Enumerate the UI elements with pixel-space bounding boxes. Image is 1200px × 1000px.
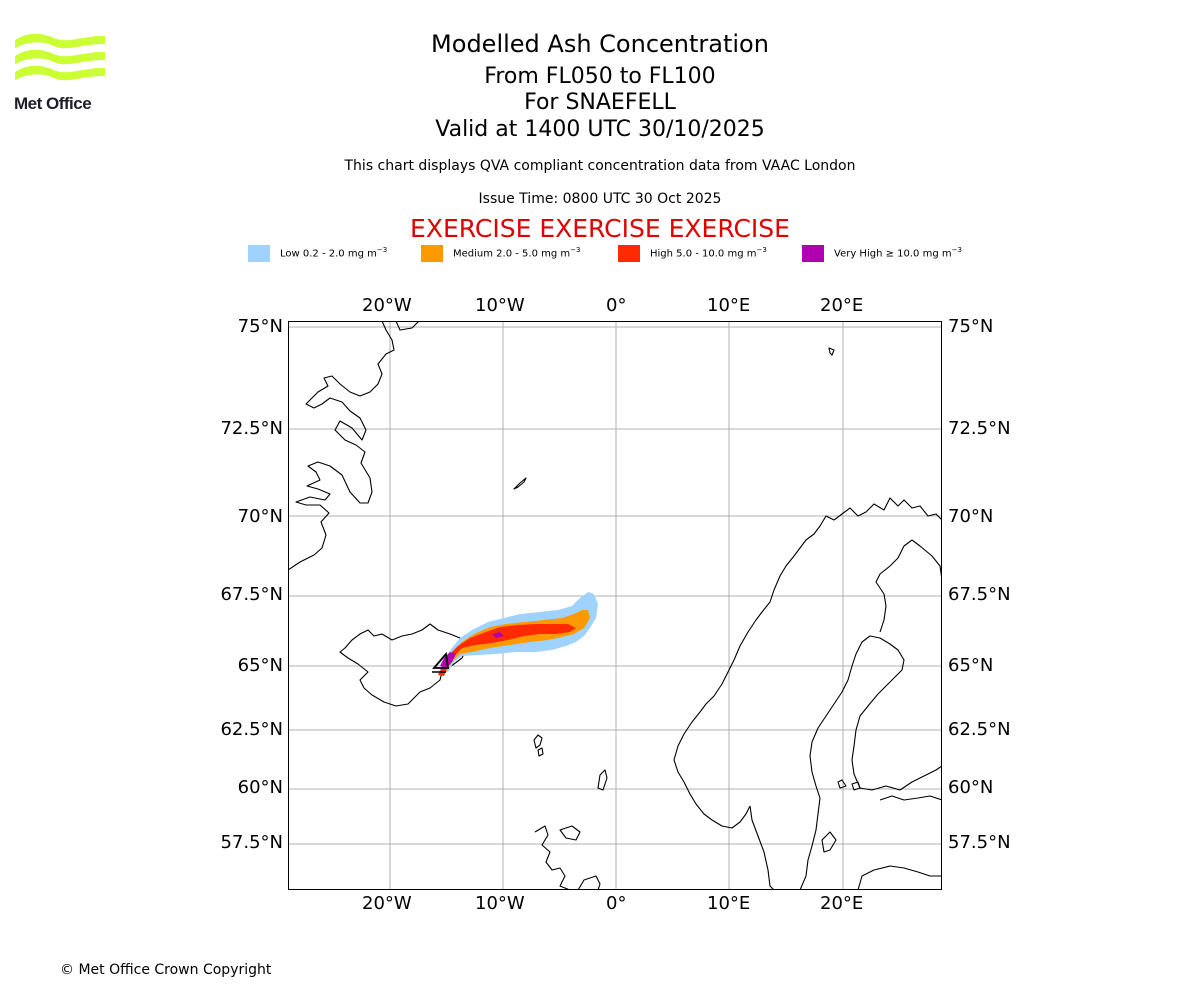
- ash-very-high-region: [440, 632, 504, 668]
- lat-label-left: 60°N: [237, 777, 283, 798]
- legend-swatch-very-high: [802, 245, 824, 262]
- lat-label-left: 75°N: [237, 316, 283, 337]
- lon-label-bottom: 10°W: [475, 893, 525, 914]
- issue-time: Issue Time: 0800 UTC 30 Oct 2025: [478, 191, 722, 207]
- sweden-finland-coast: [749, 635, 942, 890]
- legend-label-low: Low 0.2 - 2.0 mg m−3: [280, 246, 388, 260]
- lat-label-right: 60°N: [948, 777, 994, 798]
- chart-title: Modelled Ash Concentration: [431, 30, 769, 58]
- legend-label-high: High 5.0 - 10.0 mg m−3: [650, 246, 767, 260]
- lon-label-top: 20°W: [362, 295, 412, 316]
- lat-label-left: 67.5°N: [220, 584, 283, 605]
- legend-swatch-low: [248, 245, 270, 262]
- lon-label-top: 10°E: [707, 295, 751, 316]
- jan-mayen: [513, 477, 527, 490]
- lon-label-top: 0°: [606, 295, 627, 316]
- lat-label-left: 57.5°N: [220, 832, 283, 853]
- lat-label-right: 70°N: [948, 506, 994, 527]
- scotland-coast: [534, 825, 601, 890]
- greenland-coast: [288, 321, 395, 571]
- lat-label-right: 62.5°N: [948, 719, 1011, 740]
- legend-swatch-high: [618, 245, 640, 262]
- lon-label-bottom: 10°E: [707, 893, 751, 914]
- legend-swatch-medium: [421, 245, 443, 262]
- shetland-islands: [597, 769, 608, 791]
- lat-label-left: 62.5°N: [220, 719, 283, 740]
- chart-subtitle: This chart displays QVA compliant concen…: [344, 158, 856, 174]
- lon-label-top: 20°E: [820, 295, 864, 316]
- lat-label-left: 72.5°N: [220, 418, 283, 439]
- lat-label-right: 65°N: [948, 655, 994, 676]
- lat-label-left: 65°N: [237, 655, 283, 676]
- lon-label-bottom: 20°E: [820, 893, 864, 914]
- valid-time: Valid at 1400 UTC 30/10/2025: [435, 117, 765, 142]
- norway-coast: [673, 497, 942, 829]
- ash-plume: [438, 592, 598, 676]
- coastlines: [288, 321, 942, 890]
- lat-label-right: 72.5°N: [948, 418, 1011, 439]
- bear-island: [828, 347, 835, 356]
- iceland-coast: [339, 623, 467, 707]
- lon-label-bottom: 0°: [606, 893, 627, 914]
- lat-label-right: 75°N: [948, 316, 994, 337]
- lon-label-top: 10°W: [475, 295, 525, 316]
- volcano-marker-icon: [432, 651, 450, 669]
- legend-label-medium: Medium 2.0 - 5.0 mg m−3: [453, 246, 581, 260]
- legend-label-very-high: Very High ≥ 10.0 mg m−3: [834, 246, 962, 260]
- lat-label-right: 67.5°N: [948, 584, 1011, 605]
- copyright-notice: © Met Office Crown Copyright: [60, 962, 272, 978]
- lat-label-left: 70°N: [237, 506, 283, 527]
- lon-label-bottom: 20°W: [362, 893, 412, 914]
- ash-high-region: [438, 624, 576, 676]
- faroe-islands: [533, 734, 544, 757]
- ash-concentration-map: [288, 321, 942, 890]
- volcano-name: For SNAEFELL: [524, 90, 676, 115]
- met-office-wave-icon: [15, 33, 105, 81]
- lat-label-right: 57.5°N: [948, 832, 1011, 853]
- exercise-banner: EXERCISE EXERCISE EXERCISE: [410, 214, 790, 243]
- flight-levels: From FL050 to FL100: [484, 64, 716, 89]
- met-office-logo: Met Office: [14, 30, 106, 113]
- met-office-logo-text: Met Office: [14, 94, 92, 113]
